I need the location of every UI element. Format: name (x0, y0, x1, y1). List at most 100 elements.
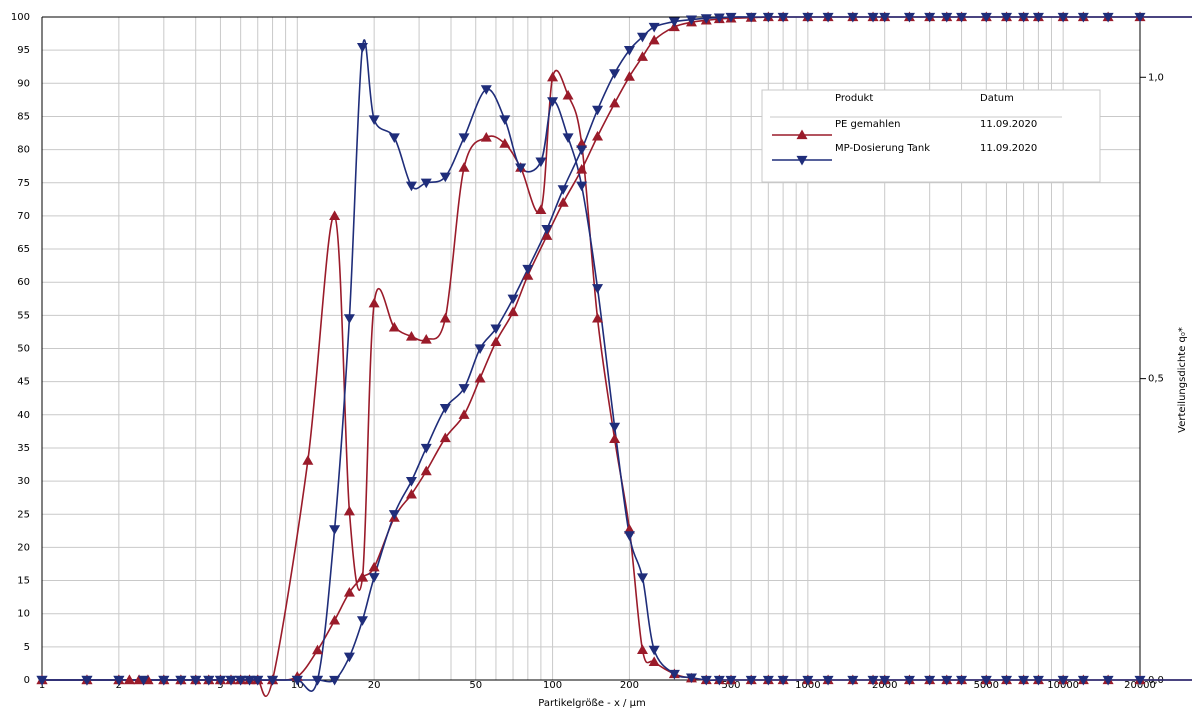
series-1-density-point (420, 333, 432, 344)
series-1-density-point (388, 321, 400, 332)
series-2-density-point (312, 675, 324, 686)
y-right-axis-label: Verteilungsdichte q₀* (1177, 327, 1188, 433)
series-2-cumulative-point (802, 12, 814, 23)
series-1-cumulative-point (623, 71, 635, 81)
series-1-cumulative-point (458, 409, 470, 419)
series-2-density-point (252, 675, 264, 686)
series-2-cumulative-point (725, 12, 737, 23)
series-2-density-point (725, 675, 737, 686)
series-2-density-point (762, 675, 774, 686)
series-2-density-point (903, 675, 915, 686)
legend-series-1-date: 11.09.2020 (980, 119, 1037, 130)
series-2-density-point (609, 422, 621, 433)
y-left-tick-label: 40 (17, 410, 30, 421)
series-1-cumulative-point (648, 34, 660, 45)
series-2-density-point (700, 675, 712, 686)
series-2-density-point (81, 675, 93, 686)
y-left-tick-label: 80 (17, 145, 30, 156)
series-2-density-point (576, 181, 588, 192)
y-left-tick-label: 10 (17, 609, 30, 620)
series-1-density-point (480, 132, 492, 142)
series-2-cumulative-point (777, 12, 789, 23)
legend-series-2-marker (796, 155, 808, 166)
series-2-density-point (356, 43, 368, 53)
series-2-density-point (822, 675, 834, 686)
series-2-density-point (235, 675, 247, 686)
series-2-cumulative-point (941, 12, 953, 23)
series-2-cumulative-point (356, 616, 368, 626)
series-2-density-point (458, 133, 470, 144)
series-2-cumulative-point (1077, 12, 1089, 23)
markers (36, 11, 1146, 686)
series-1-cumulative-point (576, 163, 588, 174)
series-2-density-point (1032, 675, 1044, 686)
series-1-density-point (343, 505, 355, 516)
series-2-cumulative-point (903, 12, 915, 23)
legend-box (761, 89, 1101, 183)
series-2-density-point (138, 675, 150, 686)
series-2-density-point (648, 645, 660, 656)
y-left-tick-label: 0 (24, 675, 30, 686)
legend: Produkt Datum PE gemahlen 11.09.2020 MP-… (761, 89, 1101, 183)
y-left-tick-label: 25 (17, 509, 30, 520)
series-1-density-point (636, 644, 648, 654)
series-2-density-point (499, 115, 511, 125)
series-2-cumulative-point (668, 17, 680, 28)
series-2-cumulative-point (745, 12, 757, 23)
series-2-density-point (777, 675, 789, 686)
y-right-tick-label: 0,5 (1148, 374, 1164, 385)
series-2-density-point (203, 675, 215, 686)
series-2-density-point (802, 675, 814, 686)
series-2-density-point (267, 675, 279, 686)
series-2-cumulative-point (713, 13, 725, 24)
series-2-cumulative-point (388, 510, 400, 520)
legend-series-2-name: MP-Dosierung Tank (835, 143, 930, 154)
series-2-density-point (547, 97, 559, 107)
series-2-density-point (847, 675, 859, 686)
series-2-density-point (368, 115, 380, 125)
series-2-cumulative-point (685, 15, 697, 26)
x-tick-label: 20 (368, 680, 381, 691)
legend-series-1-marker (796, 129, 808, 140)
series-2-cumulative-point (405, 476, 417, 487)
series-2-density-point (175, 675, 187, 686)
series-2-cumulative-point (522, 264, 534, 275)
legend-swatches (772, 129, 832, 166)
series-1-density-point (302, 455, 314, 465)
series-1-density-point (356, 572, 368, 582)
series-2-cumulative-point (329, 675, 341, 686)
series-2-density-point (941, 675, 953, 686)
series-2-cumulative-point (439, 404, 451, 414)
series-2-cumulative-point (956, 12, 968, 23)
series-1-density-point (576, 138, 588, 148)
series-2-density-point (405, 181, 417, 192)
y-left-tick-label: 65 (17, 244, 30, 255)
series-2-cumulative-point (1018, 12, 1030, 23)
series-2-cumulative-point (700, 14, 712, 24)
series-1-cumulative-point (474, 372, 486, 383)
series-2-density-point (1077, 675, 1089, 686)
series-2-cumulative-point (557, 185, 569, 195)
x-tick-label: 100 (543, 680, 562, 691)
series-1-cumulative-point (557, 197, 569, 207)
series-2-density-point (980, 675, 992, 686)
series-1-cumulative-point (312, 644, 324, 655)
series-2-cumulative-point (1001, 12, 1013, 23)
series-1-cumulative-point (592, 130, 604, 141)
series-1-density-point (648, 656, 660, 667)
series-2-density-point (535, 157, 547, 168)
series-1-cumulative-point (439, 432, 451, 443)
x-tick-label: 200 (620, 680, 639, 691)
y-right-tick-labels: 0,00,51,0 (1148, 72, 1164, 686)
series-2-density-point (1001, 675, 1013, 686)
y-left-tick-label: 45 (17, 377, 30, 388)
legend-series-2-date: 11.09.2020 (980, 143, 1037, 154)
series-1-cumulative-point (609, 97, 621, 108)
series-2-density-point (879, 675, 891, 686)
series-2-cumulative-point (420, 443, 432, 454)
series-2-density-point (867, 675, 879, 686)
series-2-cumulative-point (576, 145, 588, 156)
series-2-density-point (244, 675, 256, 686)
series-2-cumulative-point (368, 573, 380, 583)
series-2-density-point (956, 675, 968, 686)
